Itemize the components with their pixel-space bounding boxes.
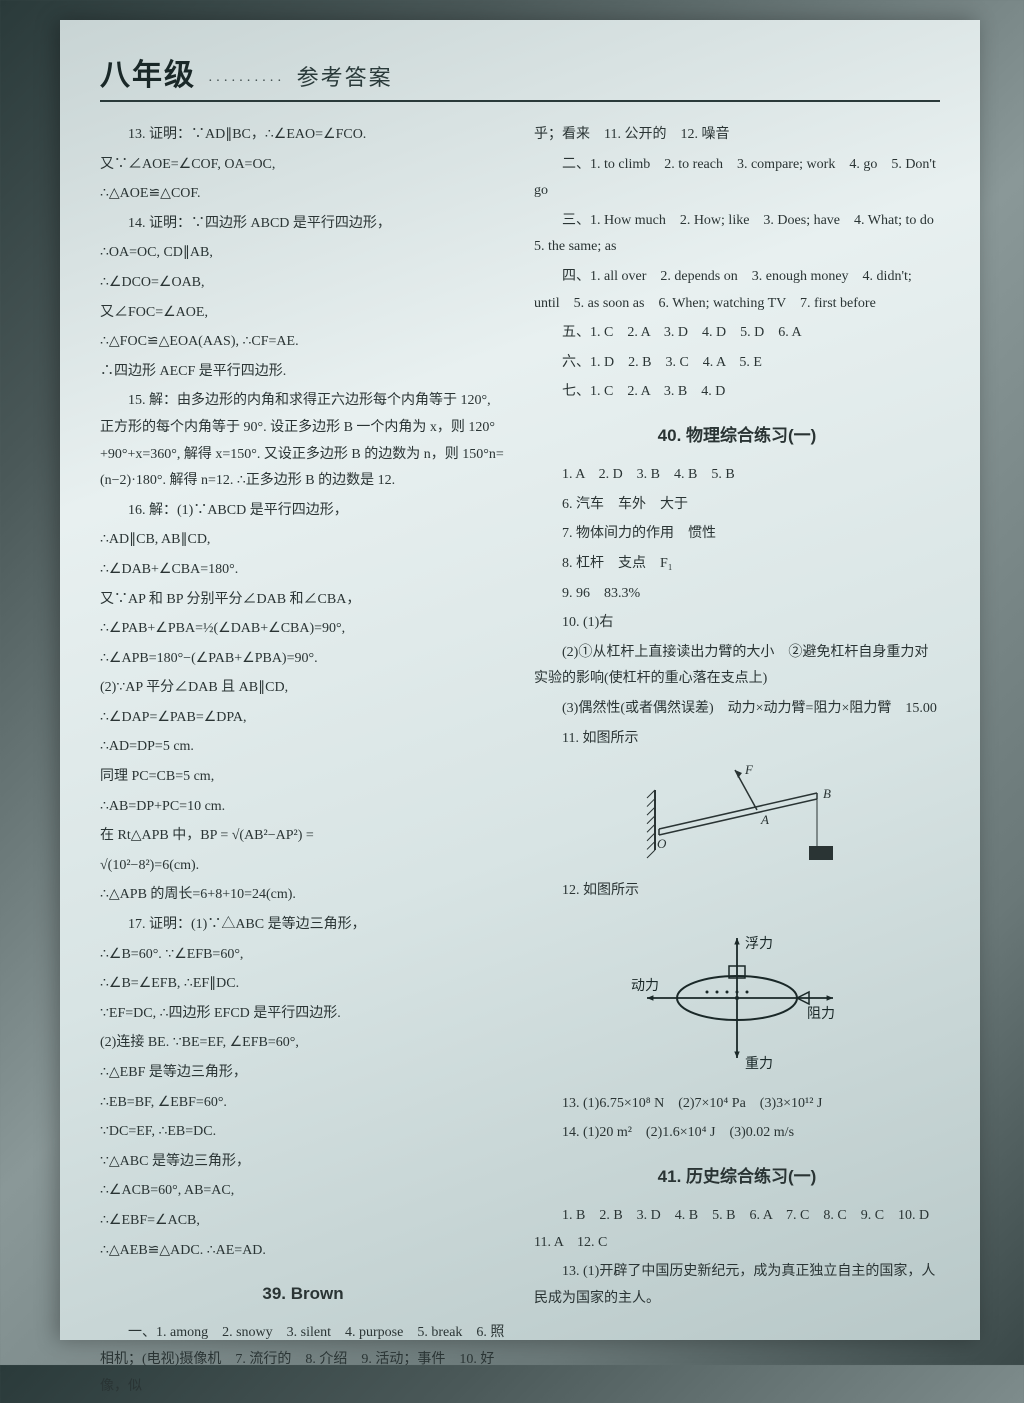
q14-line: 14. 证明：∵四边形 ABCD 是平行四边形，: [100, 211, 506, 238]
right-column: 乎；看来 11. 公开的 12. 噪音 二、1. to climb 2. to …: [534, 122, 940, 1403]
s39-part3: 三、1. How much 2. How; like 3. Does; have…: [534, 208, 940, 261]
s41-line: 13. (1)开辟了中国历史新纪元，成为真正独立自主的国家，人民成为国家的主人。: [534, 1259, 940, 1312]
q17-line: ∴∠ACB=60°, AB=AC,: [100, 1178, 506, 1205]
q16-line: ∴∠DAB+∠CBA=180°.: [100, 557, 506, 584]
q15-line: 15. 解：由多边形的内角和求得正六边形每个内角等于 120°, 正方形的每个内…: [100, 388, 506, 494]
q16-line: ∴∠APB=180°−(∠PAB+∠PBA)=90°.: [100, 646, 506, 673]
q13-line: ∴△AOE≌△COF.: [100, 181, 506, 208]
page-title: 参考答案: [297, 60, 393, 92]
q13-line: 13. 证明：∵AD∥BC，∴∠EAO=∠FCO.: [100, 122, 506, 149]
svg-text:F: F: [744, 762, 754, 777]
q14-line: 又∠FOC=∠AOE,: [100, 300, 506, 327]
svg-text:动力: 动力: [631, 978, 659, 994]
q17-line: ∴∠EBF=∠ACB,: [100, 1208, 506, 1235]
s40-line: 14. (1)20 m² (2)1.6×10⁴ J (3)0.02 m/s: [534, 1120, 940, 1147]
svg-text:A: A: [760, 812, 769, 827]
q17-line: 17. 证明：(1)∵△ABC 是等边三角形，: [100, 912, 506, 939]
s39-part6: 六、1. D 2. B 3. C 4. A 5. E: [534, 350, 940, 377]
s39-part5: 五、1. C 2. A 3. D 4. D 5. D 6. A: [534, 320, 940, 347]
s40-line: 11. 如图所示: [534, 726, 940, 753]
q17-line: ∴△EBF 是等边三角形，: [100, 1060, 506, 1087]
s40-line: 13. (1)6.75×10⁸ N (2)7×10⁴ Pa (3)3×10¹² …: [534, 1091, 940, 1118]
q17-line: ∵EF=DC, ∴四边形 EFCD 是平行四边形.: [100, 1001, 506, 1028]
section-39-title: 39. Brown: [100, 1278, 506, 1310]
q14-line: ∴△FOC≌△EOA(AAS), ∴CF=AE.: [100, 329, 506, 356]
header-dots: ··········: [208, 74, 285, 90]
s40-line: (2)①从杠杆上直接读出力臂的大小 ②避免杠杆自身重力对实验的影响(使杠杆的重心…: [534, 640, 940, 693]
s40-line: 1. A 2. D 3. B 4. B 5. B: [534, 462, 940, 489]
q16-line: (2)∵AP 平分∠DAB 且 AB∥CD,: [100, 675, 506, 702]
s39-cont: 乎；看来 11. 公开的 12. 噪音: [534, 122, 940, 149]
s39-part7: 七、1. C 2. A 3. B 4. D: [534, 379, 940, 406]
section-41-title: 41. 历史综合练习(一): [534, 1161, 940, 1193]
svg-text:浮力: 浮力: [745, 936, 773, 952]
s40-line: 8. 杠杆 支点 F₁: [534, 551, 940, 578]
q14-line: ∴四边形 AECF 是平行四边形.: [100, 359, 506, 386]
figure-lever: OABFG: [637, 760, 837, 870]
svg-text:重力: 重力: [745, 1056, 773, 1072]
q17-line: ∵△ABC 是等边三角形，: [100, 1149, 506, 1176]
s40-line: 9. 96 83.3%: [534, 581, 940, 608]
svg-text:阻力: 阻力: [807, 1006, 835, 1022]
q16-line: ∴∠DAP=∠PAB=∠DPA,: [100, 705, 506, 732]
s40-line: 6. 汽车 车外 大于: [534, 492, 940, 519]
page: 八年级 ·········· 参考答案 13. 证明：∵AD∥BC，∴∠EAO=…: [60, 20, 980, 1340]
left-column: 13. 证明：∵AD∥BC，∴∠EAO=∠FCO. 又∵∠AOE=∠COF, O…: [100, 122, 506, 1403]
q14-line: ∴OA=OC, CD∥AB,: [100, 240, 506, 267]
grade-label: 八年级: [100, 50, 196, 94]
s39-part4: 四、1. all over 2. depends on 3. enough mo…: [534, 264, 940, 317]
q16-line: 在 Rt△APB 中，BP = √(AB²−AP²) =: [100, 823, 506, 850]
section-40-title: 40. 物理综合练习(一): [534, 420, 940, 452]
q16-line: 又∵AP 和 BP 分别平分∠DAB 和∠CBA，: [100, 587, 506, 614]
q17-line: (2)连接 BE. ∵BE=EF, ∠EFB=60°,: [100, 1030, 506, 1057]
svg-text:B: B: [823, 786, 831, 801]
q16-line: ∴AD∥CB, AB∥CD,: [100, 527, 506, 554]
q17-line: ∴∠B=60°. ∵∠EFB=60°,: [100, 942, 506, 969]
q16-line: √(10²−8²)=6(cm).: [100, 853, 506, 880]
q16-line: 16. 解：(1)∵ABCD 是平行四边形，: [100, 498, 506, 525]
s40-line: 12. 如图所示: [534, 878, 940, 905]
s39-line: 一、1. among 2. snowy 3. silent 4. purpose…: [100, 1320, 506, 1400]
content-columns: 13. 证明：∵AD∥BC，∴∠EAO=∠FCO. 又∵∠AOE=∠COF, O…: [100, 122, 940, 1403]
q16-line: 同理 PC=CB=5 cm,: [100, 764, 506, 791]
page-header: 八年级 ·········· 参考答案: [100, 50, 940, 102]
s39-part2: 二、1. to climb 2. to reach 3. compare; wo…: [534, 152, 940, 205]
q16-line: ∴∠PAB+∠PBA=½(∠DAB+∠CBA)=90°,: [100, 616, 506, 643]
q16-line: ∴AB=DP+PC=10 cm.: [100, 794, 506, 821]
figure-submarine: 浮力重力 动力阻力: [627, 913, 847, 1083]
s40-line: (3)偶然性(或者偶然误差) 动力×动力臂=阻力×阻力臂 15.00: [534, 696, 940, 723]
q14-line: ∴∠DCO=∠OAB,: [100, 270, 506, 297]
q16-line: ∴△APB 的周长=6+8+10=24(cm).: [100, 882, 506, 909]
q17-line: ∴∠B=∠EFB, ∴EF∥DC.: [100, 971, 506, 998]
s40-line: 10. (1)右: [534, 610, 940, 637]
q17-line: ∵DC=EF, ∴EB=DC.: [100, 1119, 506, 1146]
q17-line: ∴EB=BF, ∠EBF=60°.: [100, 1090, 506, 1117]
s41-line: 1. B 2. B 3. D 4. B 5. B 6. A 7. C 8. C …: [534, 1203, 940, 1256]
q13-line: 又∵∠AOE=∠COF, OA=OC,: [100, 152, 506, 179]
q17-line: ∴△AEB≌△ADC. ∴AE=AD.: [100, 1238, 506, 1265]
svg-text:O: O: [657, 836, 667, 851]
q16-line: ∴AD=DP=5 cm.: [100, 734, 506, 761]
s40-line: 7. 物体间力的作用 惯性: [534, 521, 940, 548]
